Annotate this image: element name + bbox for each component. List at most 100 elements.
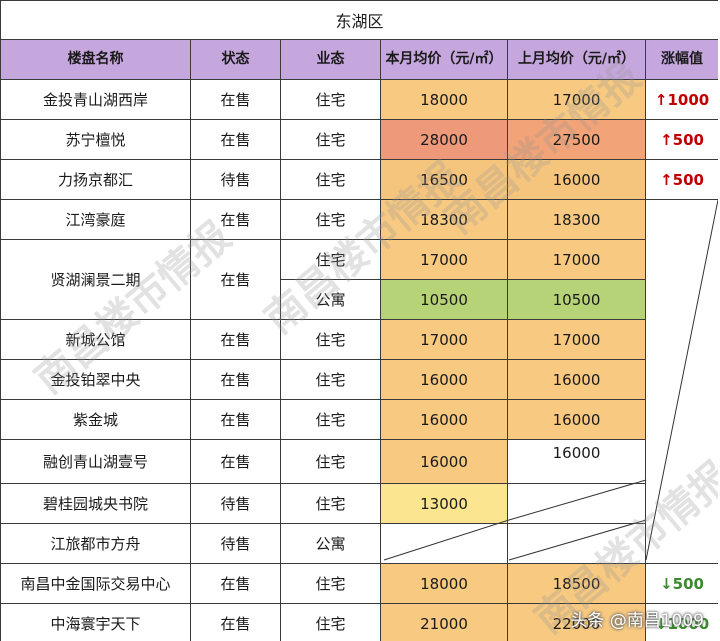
last-month-price: 16000 [507, 399, 646, 440]
this-month-price: 17000 [380, 239, 508, 280]
table-row: 金投青山湖西岸 在售 住宅 18000 17000 ↑1000 [0, 79, 718, 120]
header-row: 楼盘名称 状态 业态 本月均价（元/㎡） 上月均价（元/㎡） 涨幅值 [0, 39, 718, 80]
last-month-price: 17000 [507, 239, 646, 280]
project-name: 紫金城 [0, 399, 191, 440]
header-this-month: 本月均价（元/㎡） [380, 39, 508, 80]
project-name: 力扬京都汇 [0, 159, 191, 200]
table-row: 江湾豪庭 在售 住宅 18300 18300 [0, 199, 718, 564]
property-type: 住宅 [280, 563, 381, 604]
table-row: 南昌中金国际交易中心 在售 住宅 18000 18500 ↓500 [0, 563, 718, 604]
table-row: 中海寰宇天下 在售 住宅 21000 22000 ↓1000 [0, 603, 718, 641]
price-change: ↑500 [644, 159, 718, 200]
last-month-price: 16000 [507, 359, 646, 400]
price-change: ↓1000 [644, 603, 718, 641]
project-name: 金投青山湖西岸 [0, 79, 191, 120]
sale-status: 在售 [190, 563, 281, 604]
table-row: 江旅都市方舟 待售 公寓 [0, 523, 719, 564]
header-change: 涨幅值 [644, 39, 718, 80]
header-status: 状态 [190, 39, 281, 80]
property-type: 住宅 [280, 159, 381, 200]
table-row: 新城公馆 在售 住宅 17000 17000 [0, 319, 719, 360]
price-change: ↑1000 [644, 79, 718, 120]
last-month-price: 16000 [507, 439, 646, 484]
arrow-up-icon: ↑ [660, 170, 673, 189]
sale-status: 待售 [190, 159, 281, 200]
sale-status: 在售 [190, 399, 281, 440]
property-type: 住宅 [280, 319, 381, 360]
this-month-price: 18000 [380, 79, 508, 120]
this-month-price: 16000 [380, 439, 508, 484]
property-type: 住宅 [280, 119, 381, 160]
table-row: 贤湖澜景二期 在售 住宅 17000 17000 [0, 239, 719, 320]
last-month-price: 18300 [507, 199, 646, 240]
change-value: 500 [672, 170, 704, 189]
project-name: 江旅都市方舟 [0, 523, 191, 564]
property-type: 住宅 [280, 239, 381, 280]
property-type: 住宅 [280, 603, 381, 641]
sale-status: 待售 [190, 523, 281, 564]
change-value: 500 [672, 130, 704, 149]
property-type: 公寓 [280, 523, 381, 564]
last-month-price [507, 523, 646, 564]
this-month-price: 16000 [380, 359, 508, 400]
sale-status: 在售 [190, 239, 281, 320]
header-type: 业态 [280, 39, 381, 80]
sale-status: 在售 [190, 359, 281, 400]
this-month-price: 17000 [380, 319, 508, 360]
sale-status: 在售 [190, 319, 281, 360]
sale-status: 在售 [190, 79, 281, 120]
last-month-price: 17000 [507, 79, 646, 120]
this-month-price: 16000 [380, 399, 508, 440]
arrow-up-icon: ↑ [660, 130, 673, 149]
property-type: 住宅 [280, 399, 381, 440]
this-month-price: 18300 [380, 199, 508, 240]
table-title: 东湖区 [0, 0, 718, 40]
last-month-price: 17000 [507, 319, 646, 360]
project-name: 碧桂园城央书院 [0, 483, 191, 524]
last-month-price: 10500 [507, 279, 646, 320]
sale-status: 在售 [190, 439, 281, 484]
this-month-price: 13000 [380, 483, 508, 524]
sale-status: 在售 [190, 603, 281, 641]
table-row: 力扬京都汇 待售 住宅 16500 16000 ↑500 [0, 159, 718, 200]
this-month-price: 10500 [380, 279, 508, 320]
sale-status: 在售 [190, 119, 281, 160]
header-last-month: 上月均价（元/㎡） [507, 39, 646, 80]
last-month-price [507, 483, 646, 524]
last-month-price: 27500 [507, 119, 646, 160]
arrow-down-icon: ↓ [654, 614, 668, 633]
property-type: 住宅 [280, 199, 381, 240]
project-name: 南昌中金国际交易中心 [0, 563, 191, 604]
property-type: 住宅 [280, 439, 381, 484]
brand-label: 头条 @南昌1009 [570, 611, 704, 631]
arrow-down-icon: ↓ [660, 574, 673, 593]
last-month-price: 18500 [507, 563, 646, 604]
price-change: ↑500 [644, 119, 718, 160]
project-name: 金投铂翠中央 [0, 359, 191, 400]
table-row: 公寓 10500 10500 [1, 279, 719, 320]
table-row: 碧桂园城央书院 待售 住宅 13000 [0, 483, 719, 524]
property-type: 住宅 [280, 79, 381, 120]
table-row: 紫金城 在售 住宅 16000 16000 [0, 399, 719, 440]
arrow-up-icon: ↑ [654, 90, 668, 109]
project-name: 新城公馆 [0, 319, 191, 360]
project-name: 贤湖澜景二期 [0, 239, 191, 320]
change-value: 1000 [667, 90, 710, 109]
table-row: 苏宁檀悦 在售 住宅 28000 27500 ↑500 [0, 119, 718, 160]
this-month-price: 28000 [380, 119, 508, 160]
project-name: 苏宁檀悦 [0, 119, 191, 160]
sale-status: 待售 [190, 483, 281, 524]
change-value: 1000 [667, 614, 710, 633]
table-row: 金投铂翠中央 在售 住宅 16000 16000 [0, 359, 719, 400]
change-value: 500 [672, 574, 704, 593]
this-month-price [380, 523, 508, 564]
table-row: 融创青山湖壹号 在售 住宅 16000 16000 [0, 439, 719, 484]
this-month-price: 18000 [380, 563, 508, 604]
this-month-price: 21000 [380, 603, 508, 641]
project-name: 融创青山湖壹号 [0, 439, 191, 484]
property-type: 住宅 [280, 359, 381, 400]
this-month-price: 16500 [380, 159, 508, 200]
last-month-price: 16000 [507, 159, 646, 200]
